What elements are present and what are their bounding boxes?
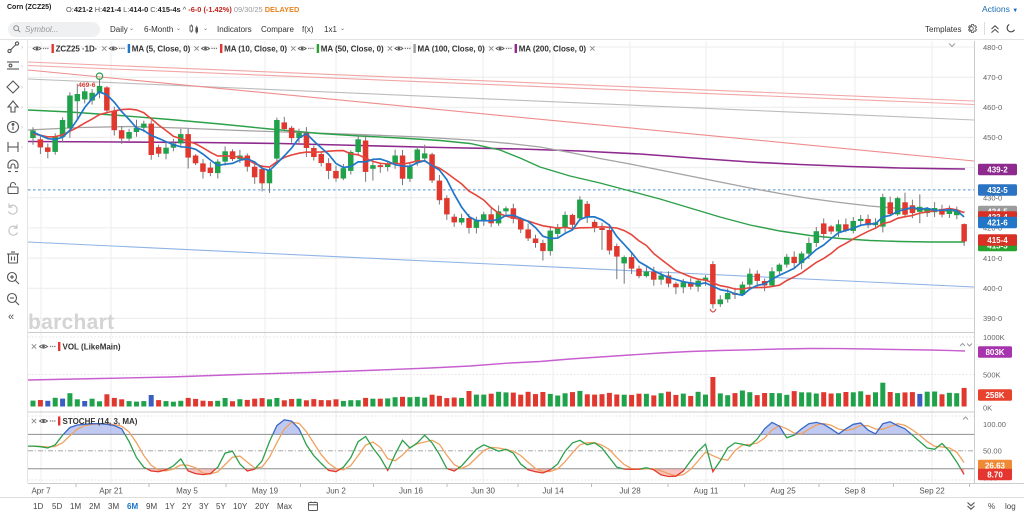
svg-text:390-0: 390-0 [983, 314, 1002, 323]
svg-text:May 5: May 5 [176, 487, 198, 496]
svg-text:432-5: 432-5 [987, 186, 1008, 195]
svg-text:›: › [21, 64, 23, 70]
svg-text:450-0: 450-0 [983, 133, 1002, 142]
svg-text:MA (200, Close, 0): MA (200, Close, 0) [519, 45, 587, 54]
svg-text:ZCZ25 ·1D·: ZCZ25 ·1D· [56, 45, 98, 54]
svg-text:May 19: May 19 [252, 487, 279, 496]
svg-text:Jun 16: Jun 16 [399, 487, 424, 496]
svg-text:470-0: 470-0 [983, 73, 1002, 82]
svg-text:258K: 258K [985, 391, 1004, 400]
svg-text:Aug 25: Aug 25 [770, 487, 796, 496]
svg-text:8.70: 8.70 [987, 470, 1003, 479]
svg-text:1000K: 1000K [983, 333, 1005, 342]
svg-text:Jul 14: Jul 14 [542, 487, 564, 496]
svg-text:«: « [8, 311, 14, 323]
svg-text:Sep 8: Sep 8 [845, 487, 866, 496]
svg-text:MA (10, Close, 0): MA (10, Close, 0) [224, 45, 287, 54]
svg-text:Jun 2: Jun 2 [326, 487, 346, 496]
svg-text:›: › [21, 105, 23, 111]
svg-text:439-2: 439-2 [987, 165, 1008, 174]
svg-text:Sep 22: Sep 22 [919, 487, 945, 496]
svg-text:MA (100, Close, 0): MA (100, Close, 0) [418, 45, 486, 54]
svg-text:500K: 500K [983, 370, 1001, 379]
svg-text:barchart: barchart [28, 311, 114, 334]
svg-text:400-0: 400-0 [983, 284, 1002, 293]
svg-text:Apr 21: Apr 21 [99, 487, 123, 496]
svg-text:MA (5, Close, 0): MA (5, Close, 0) [132, 45, 191, 54]
svg-text:STOCHF (14, 3, MA): STOCHF (14, 3, MA) [63, 417, 138, 426]
svg-text:26.63: 26.63 [985, 461, 1006, 470]
svg-text:803K: 803K [985, 348, 1004, 357]
svg-text:VOL (LikeMain): VOL (LikeMain) [63, 343, 121, 352]
svg-text:0K: 0K [983, 403, 992, 412]
svg-text:50.00: 50.00 [983, 446, 1002, 455]
svg-text:415-4: 415-4 [987, 236, 1008, 245]
svg-text:460-0: 460-0 [983, 103, 1002, 112]
svg-text:430-0: 430-0 [983, 194, 1002, 203]
svg-text:›: › [21, 45, 23, 51]
svg-text:410-0: 410-0 [983, 254, 1002, 263]
svg-text:Aug 11: Aug 11 [694, 487, 719, 496]
svg-text:›: › [21, 145, 23, 151]
svg-text:›: › [21, 125, 23, 131]
svg-text:›: › [21, 85, 23, 91]
svg-text:421-6: 421-6 [987, 218, 1008, 227]
svg-text:Apr 7: Apr 7 [31, 487, 51, 496]
svg-text:Jun 30: Jun 30 [471, 487, 496, 496]
svg-text:MA (50, Close, 0): MA (50, Close, 0) [321, 45, 384, 54]
svg-text:480-0: 480-0 [983, 43, 1002, 52]
svg-text:100.00: 100.00 [983, 420, 1006, 429]
svg-text:Jul 28: Jul 28 [619, 487, 641, 496]
svg-text:469-6: 469-6 [78, 82, 96, 89]
svg-text:415-3: 415-3 [987, 241, 1008, 250]
